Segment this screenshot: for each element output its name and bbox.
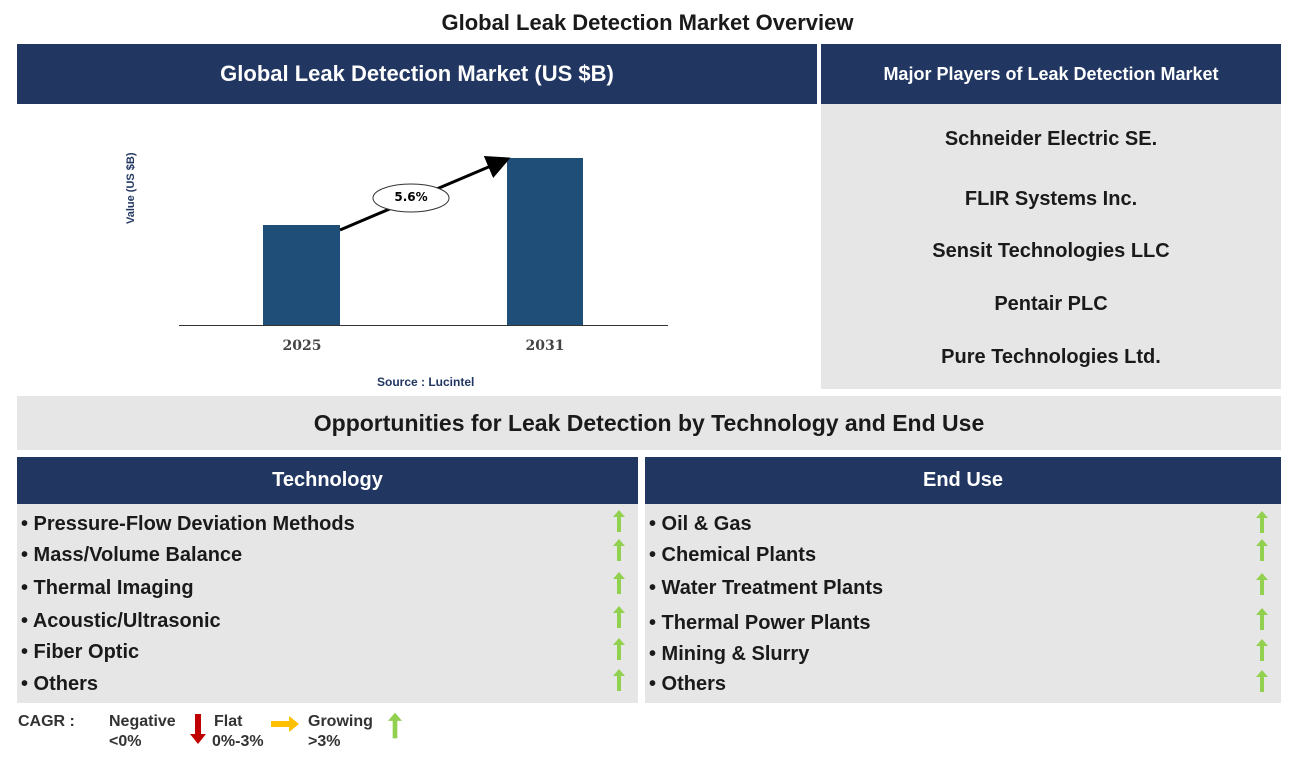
x-tick-2031: 2031: [525, 338, 565, 354]
legend-flat-range: 0%-3%: [212, 733, 264, 750]
player-item: FLIR Systems Inc.: [964, 188, 1138, 210]
legend-growing-range: >3%: [308, 733, 341, 750]
growing-arrow-icon: [613, 539, 625, 561]
growing-arrow-icon: [613, 669, 625, 691]
end-use-item: • Others: [649, 673, 727, 695]
flat-arrow-icon: [271, 716, 299, 732]
growing-arrow-icon: [1256, 608, 1268, 630]
bar-2025: [263, 225, 340, 325]
growing-arrow-icon: [613, 606, 625, 628]
growing-arrow-icon: [613, 572, 625, 594]
cagr-legend: CAGR : Negative <0% Flat 0%-3% Growing >…: [18, 712, 438, 757]
players-header: Major Players of Leak Detection Market: [821, 44, 1281, 104]
growing-arrow-icon: [1256, 639, 1268, 661]
x-tick-2025: 2025: [282, 338, 322, 354]
legend-flat-label: Flat: [214, 713, 243, 730]
cagr-arrow-icon: [339, 155, 511, 232]
end-use-item: • Water Treatment Plants: [649, 577, 884, 599]
source-label: Source : Lucintel: [377, 375, 475, 389]
player-item: Sensit Technologies LLC: [932, 240, 1170, 262]
technology-list: • Pressure-Flow Deviation Methods • Mass…: [17, 504, 638, 703]
end-use-header: End Use: [645, 457, 1281, 504]
growing-arrow-icon: [613, 638, 625, 660]
technology-header: Technology: [17, 457, 638, 504]
player-item: Schneider Electric SE.: [944, 128, 1158, 150]
technology-item: • Thermal Imaging: [21, 577, 194, 599]
market-bar-chart: Value (US $B) 2025 2031 5.6% Source : Lu…: [17, 104, 817, 394]
page-title: Global Leak Detection Market Overview: [441, 10, 854, 35]
end-use-item: • Oil & Gas: [649, 513, 752, 535]
technology-item: • Acoustic/Ultrasonic: [21, 610, 221, 632]
legend-negative-label: Negative: [109, 713, 176, 730]
growing-arrow-icon: [1256, 573, 1268, 595]
players-list: Schneider Electric SE. FLIR Systems Inc.…: [821, 104, 1281, 389]
technology-item: • Mass/Volume Balance: [21, 544, 243, 566]
player-item: Pure Technologies Ltd.: [941, 346, 1161, 368]
end-use-item: • Thermal Power Plants: [649, 612, 871, 634]
cagr-label: 5.6%: [394, 190, 428, 204]
player-item: Pentair PLC: [994, 293, 1108, 315]
x-axis-line: [179, 325, 668, 326]
end-use-list: • Oil & Gas • Chemical Plants • Water Tr…: [645, 504, 1281, 703]
market-chart-header: Global Leak Detection Market (US $B): [17, 44, 817, 104]
growing-arrow-icon: [1256, 670, 1268, 692]
growing-arrow-icon: [613, 510, 625, 532]
legend-negative-range: <0%: [109, 733, 142, 750]
growing-arrow-icon: [1256, 511, 1268, 533]
end-use-item: • Chemical Plants: [649, 544, 817, 566]
growing-arrow-icon: [1256, 539, 1268, 561]
end-use-item: • Mining & Slurry: [649, 643, 810, 665]
negative-arrow-icon: [190, 714, 206, 744]
legend-title: CAGR :: [18, 713, 75, 730]
technology-item: • Pressure-Flow Deviation Methods: [21, 513, 355, 535]
legend-growing-label: Growing: [308, 713, 373, 730]
opportunities-header: Opportunities for Leak Detection by Tech…: [17, 396, 1281, 450]
bar-2031: [507, 158, 583, 325]
growing-arrow-icon: [388, 712, 402, 739]
technology-item: • Others: [21, 673, 99, 695]
technology-item: • Fiber Optic: [21, 641, 140, 663]
